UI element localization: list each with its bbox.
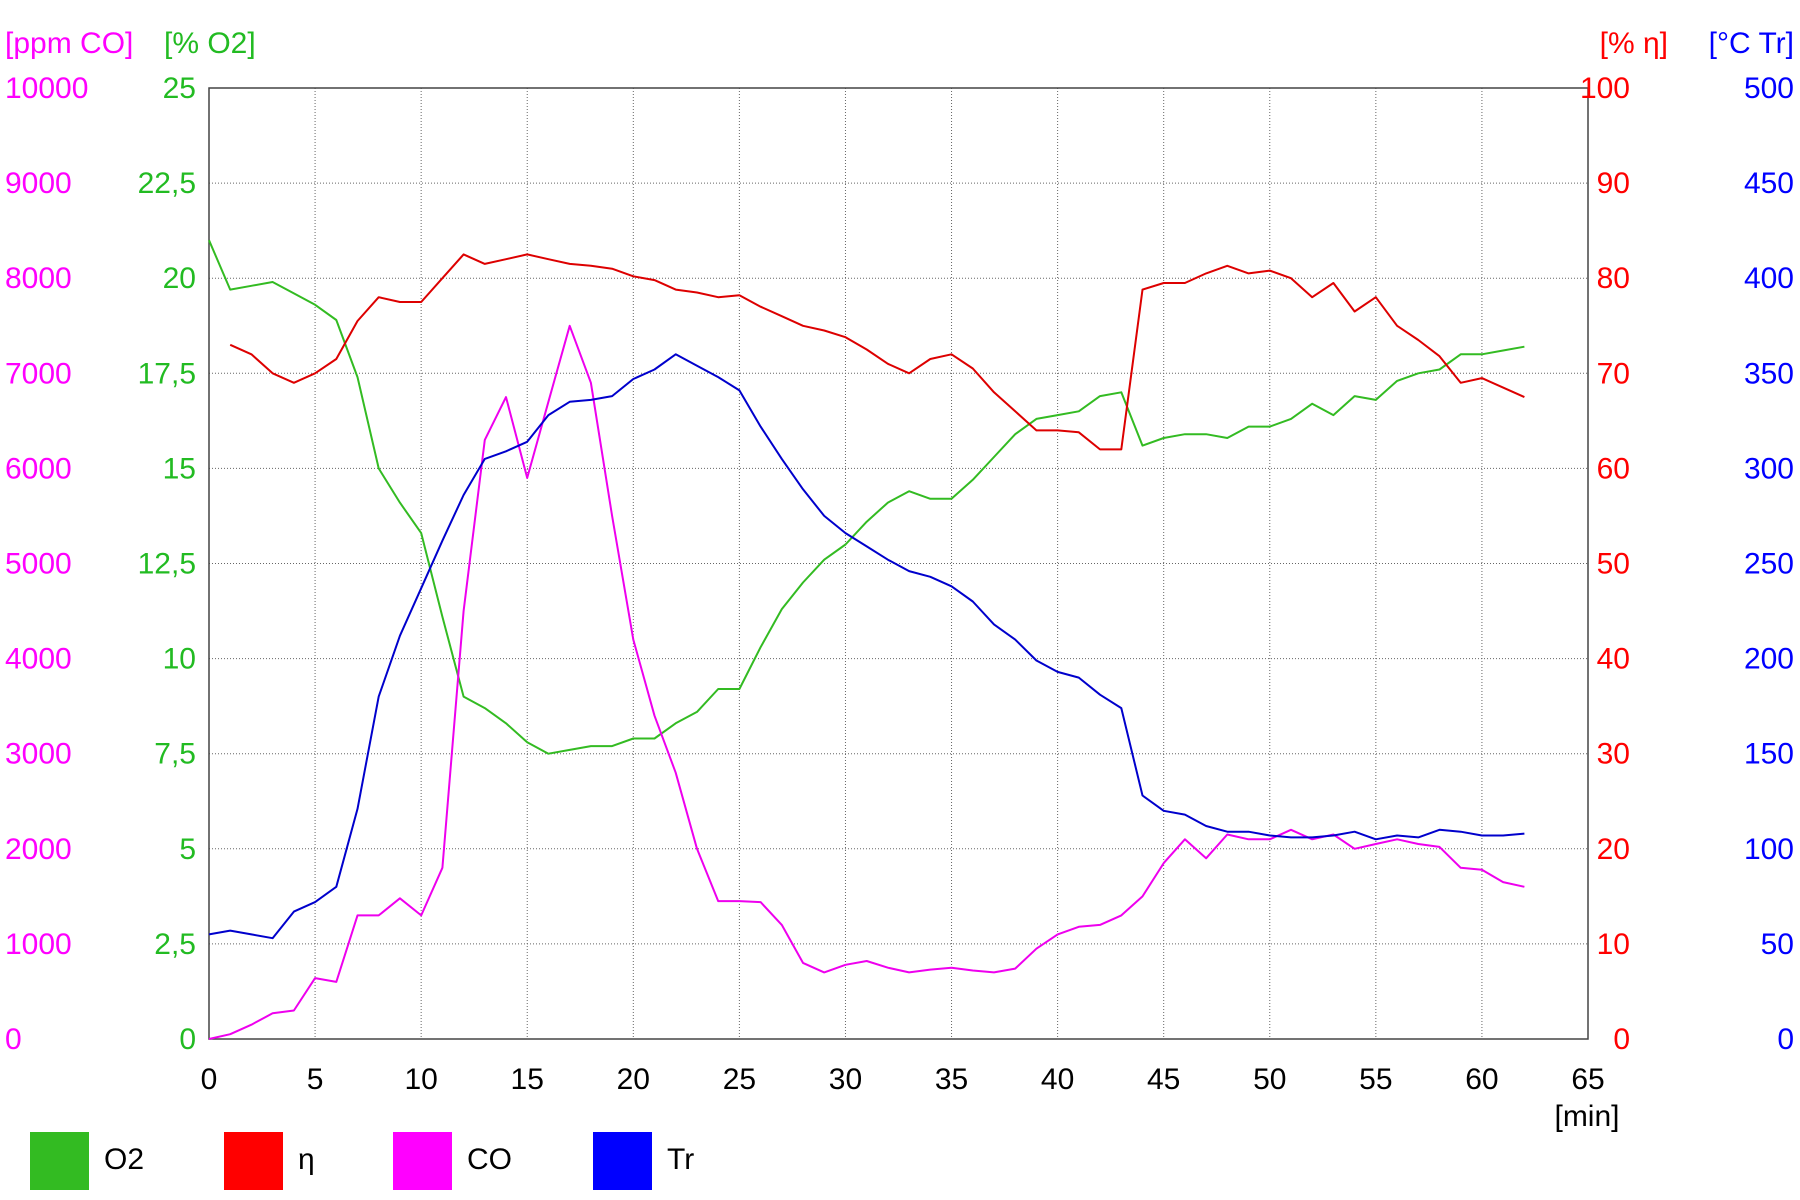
y-ticks-co: 0 1000 2000 3000 4000 5000 6000 7000 8000 9000 100… <box>5 72 88 1056</box>
y-tick-label-o2: 5 <box>179 833 196 866</box>
y-tick-label-tr: 250 <box>1744 548 1794 581</box>
y-tick-label-eta: 70 <box>1597 357 1630 390</box>
legend-swatch-o2 <box>30 1132 89 1190</box>
series-line-eta <box>229 253 1525 451</box>
y-tick-label-o2: 15 <box>163 452 196 485</box>
axis-label-o2: [% O2] <box>164 27 256 60</box>
y-tick-label-o2: 10 <box>163 643 196 676</box>
series-layer <box>208 239 1525 1040</box>
legend-swatch-eta <box>224 1132 283 1190</box>
y-tick-label-tr: 450 <box>1744 167 1794 200</box>
y-tick-label-eta: 40 <box>1597 643 1630 676</box>
x-tick-label: 10 <box>404 1063 437 1096</box>
y-tick-label-tr: 100 <box>1744 833 1794 866</box>
y-tick-label-eta: 80 <box>1597 262 1630 295</box>
plot-frame <box>208 87 1589 1040</box>
y-tick-label-o2: 25 <box>163 72 196 105</box>
y-tick-label-co: 2000 <box>5 833 72 866</box>
y-tick-label-co: 10000 <box>5 72 88 105</box>
y-ticks-o2: 0 2,5 5 7,5 10 12,5 15 17,5 20 22,5 25 <box>138 72 196 1056</box>
y-tick-label-o2: 2,5 <box>154 928 196 961</box>
y-tick-label-co: 5000 <box>5 548 72 581</box>
y-ticks-eta: 0 10 20 30 40 50 60 70 80 90 100 <box>1580 72 1630 1056</box>
series-line-co <box>208 324 1525 1040</box>
y-tick-label-tr: 200 <box>1744 643 1794 676</box>
y-tick-label-co: 8000 <box>5 262 72 295</box>
y-tick-label-tr: 300 <box>1744 452 1794 485</box>
x-tick-label: 25 <box>723 1063 756 1096</box>
y-tick-label-co: 0 <box>5 1023 22 1056</box>
x-axis-label: [min] <box>1554 1100 1619 1133</box>
x-tick-label: 50 <box>1253 1063 1286 1096</box>
y-tick-label-co: 6000 <box>5 452 72 485</box>
axis-label-co: [ppm CO] <box>5 27 133 60</box>
legend-label-o2: O2 <box>104 1143 144 1176</box>
y-tick-label-tr: 350 <box>1744 357 1794 390</box>
legend-label-eta: η <box>298 1143 315 1176</box>
y-tick-label-o2: 0 <box>179 1023 196 1056</box>
x-tick-label: 30 <box>829 1063 862 1096</box>
y-tick-label-o2: 20 <box>163 262 196 295</box>
y-ticks-tr: 0 50 100 150 200 250 300 350 400 450 500 <box>1744 72 1794 1056</box>
x-tick-label: 60 <box>1465 1063 1498 1096</box>
x-tick-label: 55 <box>1359 1063 1392 1096</box>
y-tick-label-o2: 22,5 <box>138 167 196 200</box>
y-tick-label-co: 3000 <box>5 738 72 771</box>
y-tick-label-o2: 7,5 <box>154 738 196 771</box>
y-tick-label-tr: 50 <box>1761 928 1794 961</box>
y-tick-label-eta: 0 <box>1613 1023 1630 1056</box>
series-line-tr <box>208 353 1525 940</box>
y-tick-label-eta: 60 <box>1597 452 1630 485</box>
x-tick-label: 15 <box>511 1063 544 1096</box>
legend: O2 η CO Tr <box>30 1132 694 1190</box>
y-tick-label-tr: 150 <box>1744 738 1794 771</box>
y-tick-label-o2: 17,5 <box>138 357 196 390</box>
x-tick-label: 20 <box>617 1063 650 1096</box>
y-tick-label-tr: 500 <box>1744 72 1794 105</box>
series-line-o2 <box>208 239 1525 755</box>
x-tick-label: 40 <box>1041 1063 1074 1096</box>
grid <box>209 88 1588 1039</box>
legend-swatch-co <box>393 1132 452 1190</box>
axis-label-tr: [°C Tr] <box>1709 27 1794 60</box>
y-tick-label-co: 1000 <box>5 928 72 961</box>
y-tick-label-eta: 10 <box>1597 928 1630 961</box>
x-tick-label: 35 <box>935 1063 968 1096</box>
y-tick-label-eta: 20 <box>1597 833 1630 866</box>
x-tick-label: 0 <box>201 1063 218 1096</box>
y-tick-label-o2: 12,5 <box>138 548 196 581</box>
x-tick-label: 5 <box>307 1063 324 1096</box>
y-tick-label-eta: 100 <box>1580 72 1630 105</box>
y-tick-label-eta: 90 <box>1597 167 1630 200</box>
y-tick-label-tr: 400 <box>1744 262 1794 295</box>
legend-swatch-tr <box>593 1132 652 1190</box>
axis-label-eta: [% η] <box>1600 27 1668 60</box>
legend-label-tr: Tr <box>667 1143 694 1176</box>
x-tick-label: 45 <box>1147 1063 1180 1096</box>
x-ticks: 0 5 10 15 20 25 30 35 40 45 50 55 60 65 <box>201 1063 1605 1096</box>
y-tick-label-co: 4000 <box>5 643 72 676</box>
y-tick-label-eta: 50 <box>1597 548 1630 581</box>
x-tick-label: 65 <box>1571 1063 1604 1096</box>
y-tick-label-eta: 30 <box>1597 738 1630 771</box>
y-tick-label-tr: 0 <box>1777 1023 1794 1056</box>
y-tick-label-co: 7000 <box>5 357 72 390</box>
legend-label-co: CO <box>467 1143 512 1176</box>
y-tick-label-co: 9000 <box>5 167 72 200</box>
